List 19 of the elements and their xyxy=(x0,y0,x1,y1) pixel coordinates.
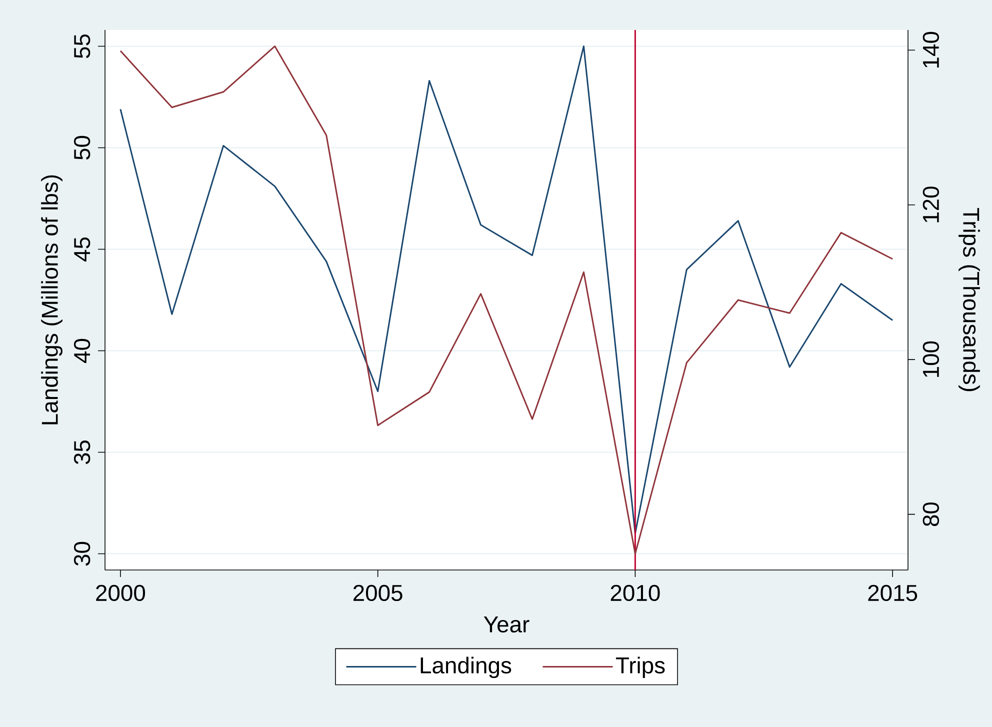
y-axis-title: Landings (Millions of lbs) xyxy=(41,175,62,424)
y-tick-label: 35 xyxy=(74,440,90,464)
y-tick-label: 40 xyxy=(74,338,90,363)
x-tick-label: 2000 xyxy=(96,584,146,602)
legend-label: Trips xyxy=(616,656,665,678)
y2-tick-label: 80 xyxy=(922,502,940,526)
y-tick-label: 50 xyxy=(74,136,90,160)
y2-tick-label: 140 xyxy=(922,32,940,68)
y2-axis-title: Trips (Thousands) xyxy=(958,208,980,392)
x-tick-label: 2015 xyxy=(868,584,918,602)
y-tick-label: 55 xyxy=(74,34,90,58)
y2-tick-label: 100 xyxy=(922,341,940,377)
x-tick-label: 2005 xyxy=(353,584,402,602)
x-tick-label: 2010 xyxy=(610,584,660,602)
y2-tick-label: 120 xyxy=(922,186,940,222)
y-tick-label: 45 xyxy=(74,237,90,262)
x-axis-title: Year xyxy=(484,616,530,633)
y-tick-label: 30 xyxy=(74,542,90,566)
legend-label: Landings xyxy=(420,656,512,678)
